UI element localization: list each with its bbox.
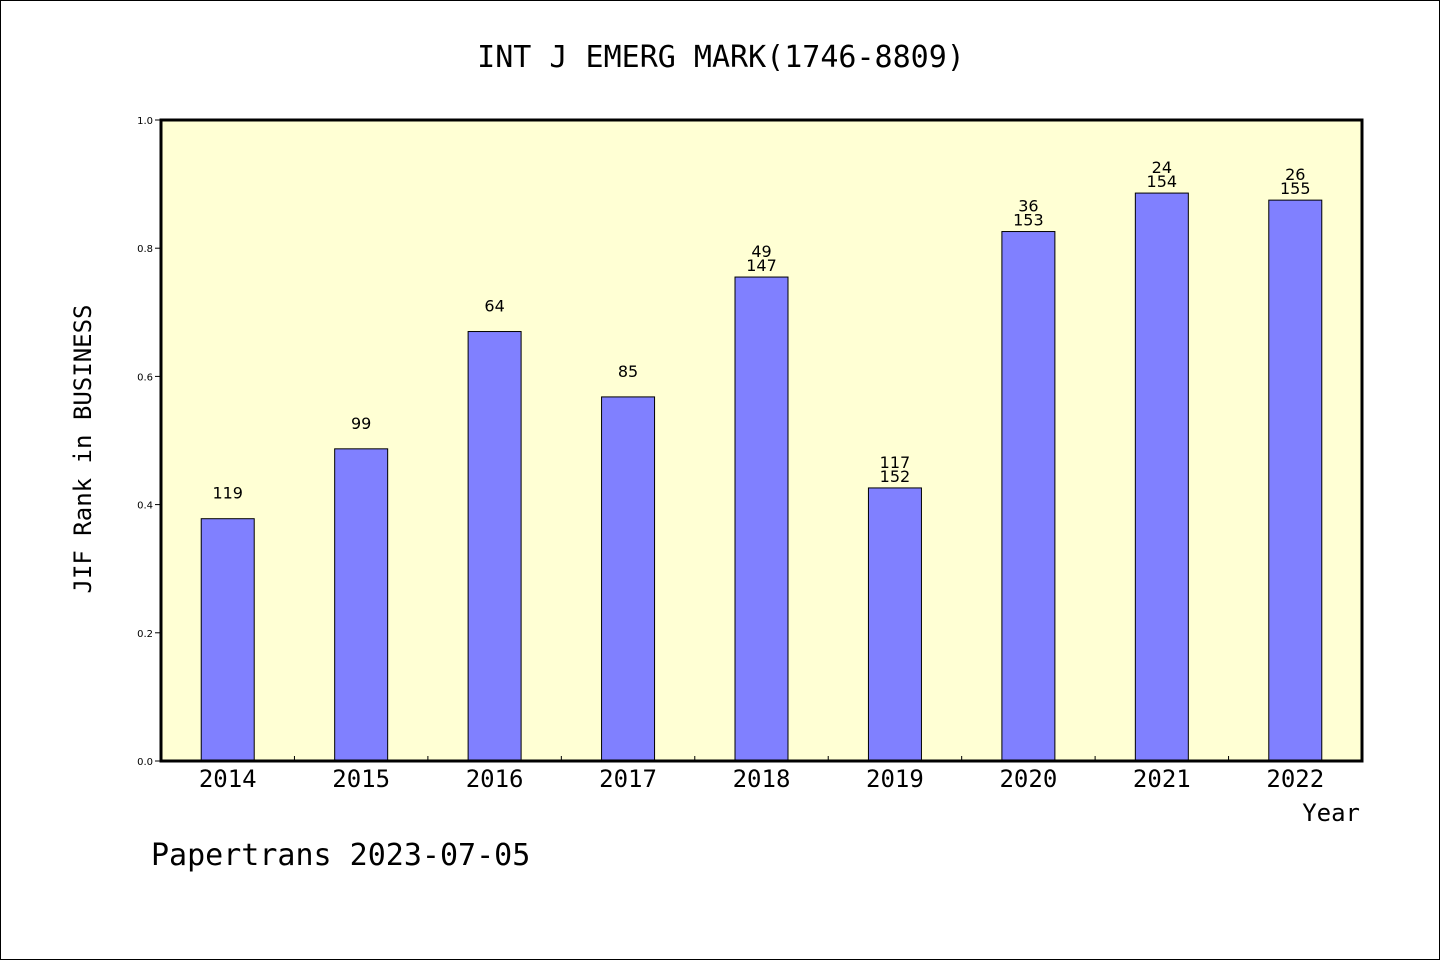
bar [734, 276, 789, 762]
bar [1001, 231, 1056, 762]
bar-total-label: 153 [1013, 211, 1044, 230]
x-tick-label: 2014 [199, 765, 257, 793]
bar [601, 396, 656, 762]
bar-rank-label: 85 [618, 362, 638, 381]
x-tick-label: 2016 [466, 765, 524, 793]
y-axis-label: JIF Rank in BUSINESS [69, 305, 97, 594]
y-tick-label: 0.4 [137, 501, 153, 512]
bar-rank-label: 49 [751, 242, 771, 261]
bar-total-label: 154 [1147, 172, 1178, 191]
y-tick-label: 0.6 [137, 372, 153, 383]
x-tick-label: 2022 [1266, 765, 1324, 793]
chart-title: INT J EMERG MARK(1746-8809) [477, 40, 965, 75]
bar [1134, 192, 1189, 762]
bar [467, 331, 522, 762]
x-tick-label: 2017 [599, 765, 657, 793]
bar-rank-label: 26 [1285, 165, 1305, 184]
bar-rank-label: 36 [1018, 197, 1038, 216]
bar [200, 518, 255, 762]
bar-total-label: 155 [1280, 179, 1311, 198]
x-tick-label: 2019 [866, 765, 924, 793]
x-tick-label: 2015 [332, 765, 390, 793]
x-tick-label: 2021 [1133, 765, 1191, 793]
footer-text: Papertrans 2023-07-05 [151, 838, 530, 873]
y-axis-ticks: 0.0 0.2 0.4 0.6 0.8 1.0 [137, 116, 161, 768]
bar-rank-label: 117 [880, 453, 911, 472]
y-tick-label: 0.0 [137, 757, 153, 768]
y-tick-label: 0.8 [137, 244, 153, 255]
y-tick-label: 0.2 [137, 629, 153, 640]
bar-total-label: 147 [746, 256, 777, 275]
bar [1268, 199, 1323, 762]
bar-rank-label: 24 [1152, 158, 1172, 177]
bar-rank-label: 99 [351, 414, 371, 433]
bar-rank-label: 119 [212, 484, 243, 503]
x-tick-label: 2018 [733, 765, 791, 793]
bar-rank-label: 64 [484, 297, 504, 316]
plot-border [159, 118, 1364, 763]
y-tick-label: 1.0 [137, 116, 153, 127]
x-axis-ticks: 2014 2015 2016 2017 2018 2019 2020 2021 2022 [199, 756, 1324, 793]
bar-total-label: 152 [880, 467, 911, 486]
x-tick-label: 2020 [999, 765, 1057, 793]
bar [867, 487, 922, 762]
bar [334, 448, 389, 762]
x-axis-label: Year [1302, 799, 1360, 827]
bar-series [200, 192, 1323, 762]
